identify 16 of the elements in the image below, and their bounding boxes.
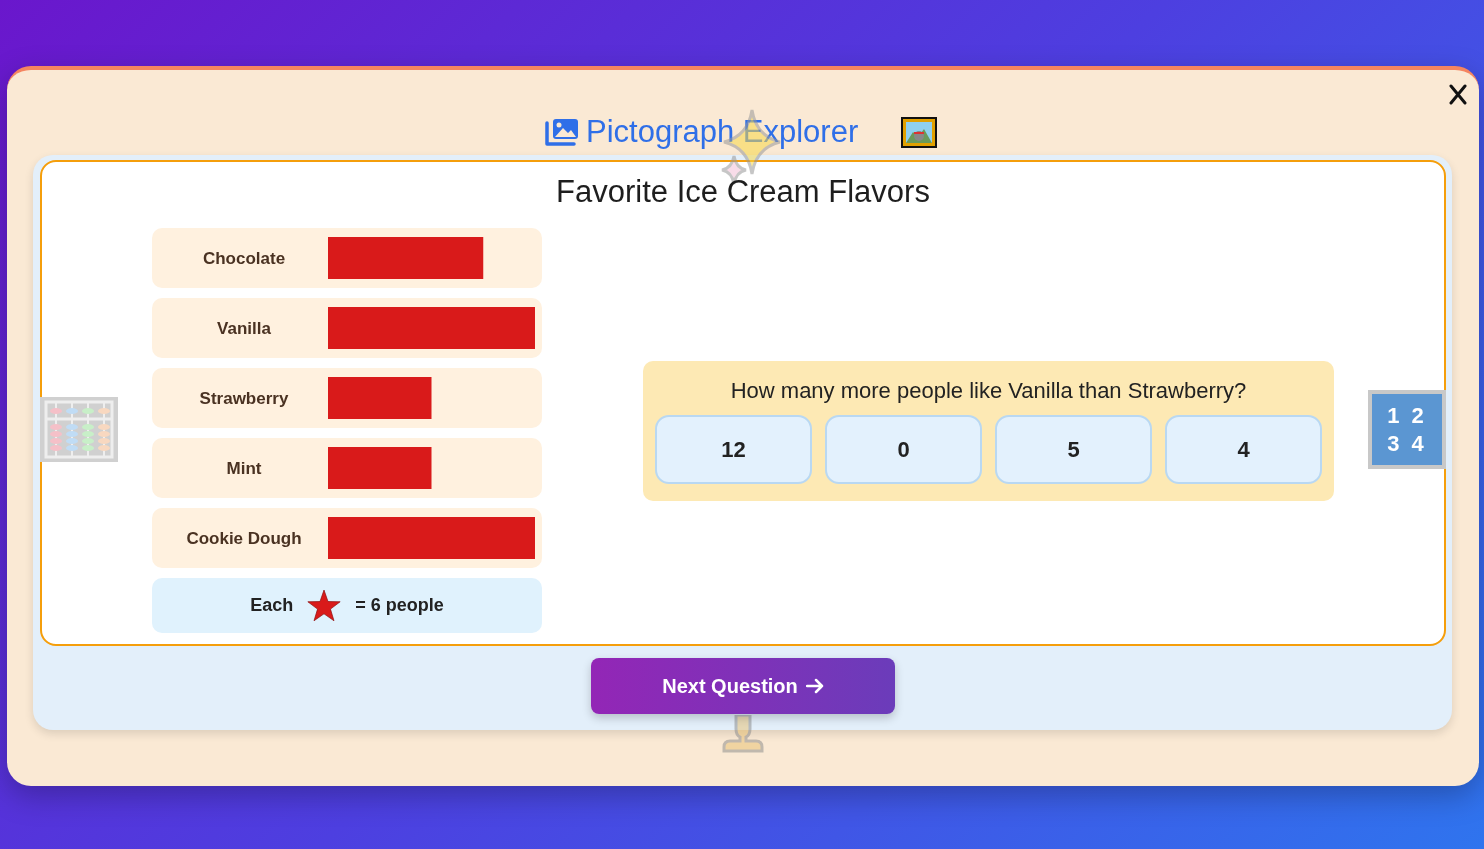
answer-button: 4 [1165, 415, 1322, 484]
text: = 6 people [355, 595, 444, 616]
y-tick-label: Cookie Dough [186, 528, 302, 548]
answer-button: 5 [995, 415, 1152, 484]
text: Favorite Ice Cream Flavors [556, 174, 930, 209]
text: Each [250, 595, 294, 616]
text: Pictograph Explorer [586, 114, 859, 149]
answer-button: 12 [655, 415, 812, 484]
text: How many more people like Vanilla than Strawberry? [730, 378, 1247, 403]
number-tile: 1 2 3 4 [1368, 390, 1446, 469]
y-tick-label: Mint [226, 458, 262, 478]
answer-button: 0 [825, 415, 982, 484]
y-tick-label: Chocolate [202, 248, 286, 268]
y-tick-label: Strawberry [199, 388, 289, 408]
y-tick-label: Vanilla [217, 318, 272, 338]
text: Next Question [662, 674, 798, 698]
